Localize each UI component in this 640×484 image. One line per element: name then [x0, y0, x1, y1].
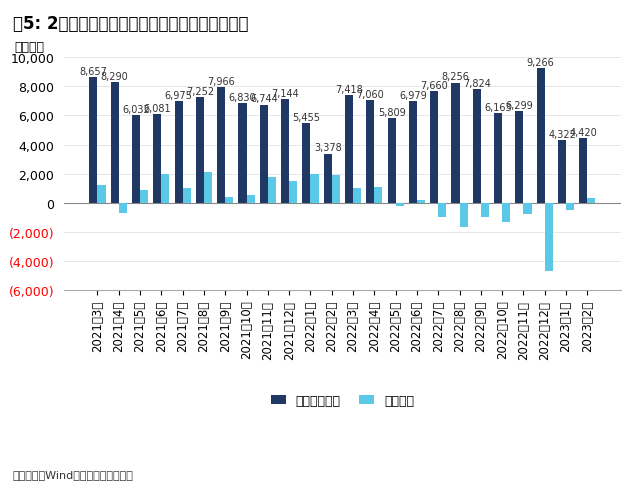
Bar [545, 203, 553, 272]
Bar [515, 112, 524, 203]
Bar [430, 92, 438, 203]
Text: 数据来源：Wind，国泰君安证券研究: 数据来源：Wind，国泰君安证券研究 [13, 469, 134, 479]
Bar [494, 114, 502, 203]
Bar [175, 102, 182, 203]
Bar [558, 140, 566, 203]
Text: 8,290: 8,290 [100, 72, 129, 82]
Text: 图5: 2月产业债发行加力，其净融资规模有所上升: 图5: 2月产业债发行加力，其净融资规模有所上升 [13, 15, 248, 32]
Text: 7,252: 7,252 [186, 87, 214, 97]
Bar [409, 102, 417, 203]
Text: 8,256: 8,256 [442, 72, 470, 82]
Text: 6,975: 6,975 [164, 91, 193, 101]
Bar [161, 174, 170, 203]
Text: 4,420: 4,420 [570, 128, 597, 138]
Text: （亿元）: （亿元） [14, 41, 44, 53]
Text: 6,744: 6,744 [250, 94, 278, 104]
Bar [90, 77, 97, 203]
Bar [332, 176, 340, 203]
Bar [502, 203, 510, 222]
Bar [460, 203, 468, 228]
Bar [345, 95, 353, 203]
Bar [217, 88, 225, 203]
Bar [366, 101, 374, 203]
Text: 6,163: 6,163 [484, 103, 512, 113]
Bar [451, 83, 460, 203]
Bar [374, 187, 383, 203]
Text: 3,378: 3,378 [314, 143, 342, 153]
Legend: 产业债到期量, 净融资额: 产业债到期量, 净融资额 [266, 389, 419, 412]
Bar [537, 69, 545, 203]
Text: 9,266: 9,266 [527, 58, 555, 68]
Bar [417, 200, 425, 203]
Text: 8,657: 8,657 [79, 66, 108, 76]
Bar [588, 199, 595, 203]
Bar [153, 115, 161, 203]
Text: 5,809: 5,809 [378, 108, 406, 118]
Text: 6,299: 6,299 [506, 101, 533, 111]
Bar [353, 189, 361, 203]
Bar [204, 173, 212, 203]
Bar [473, 90, 481, 203]
Text: 7,966: 7,966 [207, 76, 235, 87]
Text: 5,455: 5,455 [292, 113, 321, 123]
Bar [140, 190, 148, 203]
Text: 6,081: 6,081 [143, 104, 171, 114]
Text: 6,979: 6,979 [399, 91, 427, 101]
Bar [289, 182, 297, 203]
Bar [246, 196, 255, 203]
Text: 7,660: 7,660 [420, 81, 448, 91]
Bar [438, 203, 446, 218]
Bar [281, 100, 289, 203]
Bar [196, 98, 204, 203]
Bar [268, 177, 276, 203]
Bar [524, 203, 532, 215]
Text: 6,830: 6,830 [228, 93, 256, 103]
Text: 7,418: 7,418 [335, 84, 363, 94]
Bar [388, 119, 396, 203]
Text: 7,060: 7,060 [356, 90, 384, 100]
Bar [111, 83, 118, 203]
Bar [310, 174, 319, 203]
Text: 7,824: 7,824 [463, 78, 491, 89]
Text: 7,144: 7,144 [271, 89, 299, 98]
Bar [118, 203, 127, 213]
Bar [481, 203, 489, 218]
Bar [579, 139, 588, 203]
Text: 6,032: 6,032 [122, 105, 150, 115]
Bar [396, 203, 404, 206]
Bar [566, 203, 574, 211]
Bar [132, 116, 140, 203]
Bar [225, 197, 234, 203]
Bar [302, 124, 310, 203]
Bar [239, 104, 246, 203]
Bar [97, 186, 106, 203]
Bar [182, 189, 191, 203]
Bar [260, 106, 268, 203]
Text: 4,322: 4,322 [548, 129, 576, 139]
Bar [324, 154, 332, 203]
